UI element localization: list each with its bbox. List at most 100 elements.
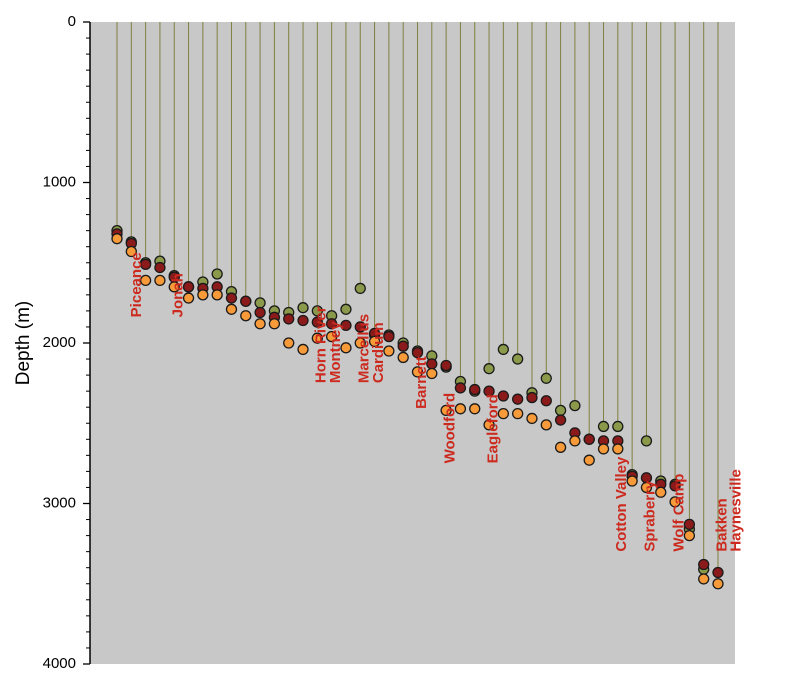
data-point-series-3 bbox=[368, 335, 381, 348]
data-point-series-3 bbox=[154, 274, 166, 287]
data-point-series-3 bbox=[411, 366, 424, 378]
data-point-series-2 bbox=[311, 316, 323, 328]
data-point-series-3 bbox=[612, 443, 624, 455]
data-point-series-1 bbox=[554, 404, 567, 417]
data-point-series-3 bbox=[454, 403, 467, 415]
data-point-series-2 bbox=[454, 382, 467, 394]
data-point-series-3 bbox=[197, 289, 209, 301]
data-point-series-1 bbox=[497, 343, 510, 356]
well-label: Barnett bbox=[413, 356, 430, 409]
data-point-series-2 bbox=[497, 390, 510, 402]
plot-area bbox=[90, 22, 735, 664]
data-point-series-3 bbox=[497, 407, 510, 420]
well-label: Bakken bbox=[713, 498, 730, 551]
data-point-series-3 bbox=[139, 274, 152, 287]
data-point-series-3 bbox=[698, 573, 710, 585]
data-point-series-2 bbox=[683, 518, 696, 531]
y-axis-ticks: 0 1000 2000 3000 4000 bbox=[43, 13, 90, 672]
data-point-series-3 bbox=[311, 332, 323, 344]
data-point-series-3 bbox=[340, 342, 352, 354]
y-axis-title: Depth (m) bbox=[13, 301, 34, 385]
data-point-series-2 bbox=[540, 395, 552, 407]
data-point-series-3 bbox=[297, 343, 309, 356]
data-point-series-3 bbox=[125, 245, 137, 258]
data-point-series-3 bbox=[626, 475, 638, 487]
well-label: Horn River bbox=[313, 306, 330, 383]
data-point-series-2 bbox=[512, 393, 524, 405]
data-point-series-2 bbox=[340, 319, 352, 331]
data-point-series-3 bbox=[254, 318, 266, 330]
data-point-series-1 bbox=[540, 372, 552, 384]
well-label: Wolf Camp bbox=[670, 474, 687, 552]
data-point-series-2 bbox=[225, 292, 238, 304]
data-point-series-3 bbox=[526, 412, 538, 425]
data-point-series-1 bbox=[354, 282, 366, 295]
data-point-series-2 bbox=[325, 318, 338, 330]
well-label: Cotton Valley bbox=[613, 456, 630, 552]
data-point-series-1 bbox=[569, 399, 581, 412]
data-point-series-3 bbox=[225, 303, 238, 315]
well-label: Spraberry bbox=[642, 480, 659, 552]
data-points bbox=[111, 224, 724, 590]
data-point-series-2 bbox=[554, 414, 567, 426]
data-point-series-2 bbox=[254, 306, 266, 319]
y-tick-label: 3000 bbox=[43, 494, 76, 511]
data-point-series-3 bbox=[469, 403, 481, 415]
data-point-series-2 bbox=[182, 281, 195, 293]
data-point-series-2 bbox=[469, 383, 481, 396]
well-label: Haynesville bbox=[728, 469, 745, 552]
data-point-series-2 bbox=[526, 391, 538, 404]
data-point-series-3 bbox=[240, 310, 252, 322]
data-point-series-3 bbox=[168, 281, 180, 293]
data-point-series-3 bbox=[512, 407, 524, 420]
data-point-series-2 bbox=[283, 313, 295, 325]
data-point-series-3 bbox=[597, 443, 610, 455]
data-point-series-3 bbox=[283, 337, 295, 349]
data-point-series-2 bbox=[240, 295, 252, 307]
data-point-series-3 bbox=[569, 435, 581, 447]
y-tick-label: 0 bbox=[68, 13, 76, 30]
well-label: Piceance bbox=[128, 252, 145, 317]
well-label: Woodford bbox=[441, 393, 458, 464]
data-point-series-1 bbox=[640, 435, 653, 447]
data-point-series-3 bbox=[426, 367, 438, 380]
data-point-series-1 bbox=[254, 297, 266, 309]
data-point-series-1 bbox=[612, 420, 624, 433]
drop-lines bbox=[116, 22, 719, 573]
well-label: Marcellus bbox=[356, 314, 373, 383]
data-point-series-2 bbox=[669, 480, 681, 492]
well-label: Cardium bbox=[370, 322, 387, 383]
data-point-series-1 bbox=[597, 420, 610, 433]
data-point-series-3 bbox=[554, 441, 567, 453]
data-point-series-2 bbox=[583, 433, 595, 445]
data-point-series-3 bbox=[325, 330, 338, 343]
data-point-series-1 bbox=[297, 302, 309, 314]
data-point-series-3 bbox=[640, 481, 653, 494]
data-point-series-3 bbox=[669, 496, 681, 508]
data-point-series-3 bbox=[683, 529, 696, 542]
well-label: Montney bbox=[327, 321, 344, 383]
data-point-series-3 bbox=[211, 289, 223, 301]
y-tick-label: 4000 bbox=[43, 655, 76, 672]
data-point-series-3 bbox=[440, 404, 452, 417]
data-point-series-3 bbox=[483, 419, 495, 431]
data-point-series-3 bbox=[540, 419, 552, 431]
data-point-series-1 bbox=[340, 303, 352, 315]
data-point-series-2 bbox=[154, 261, 166, 274]
well-label: Eagleford bbox=[484, 394, 501, 463]
data-point-series-3 bbox=[583, 454, 595, 466]
data-point-series-2 bbox=[139, 258, 152, 271]
data-point-series-2 bbox=[397, 340, 409, 352]
data-point-series-2 bbox=[411, 346, 424, 359]
data-point-series-3 bbox=[182, 292, 195, 304]
data-point-series-2 bbox=[698, 558, 710, 571]
data-point-series-2 bbox=[297, 314, 309, 327]
data-point-series-3 bbox=[383, 345, 395, 357]
y-tick-label: 2000 bbox=[43, 334, 76, 351]
data-point-series-2 bbox=[354, 321, 366, 333]
data-point-series-3 bbox=[712, 578, 724, 590]
data-point-series-1 bbox=[311, 305, 323, 317]
data-point-series-2 bbox=[483, 385, 495, 397]
